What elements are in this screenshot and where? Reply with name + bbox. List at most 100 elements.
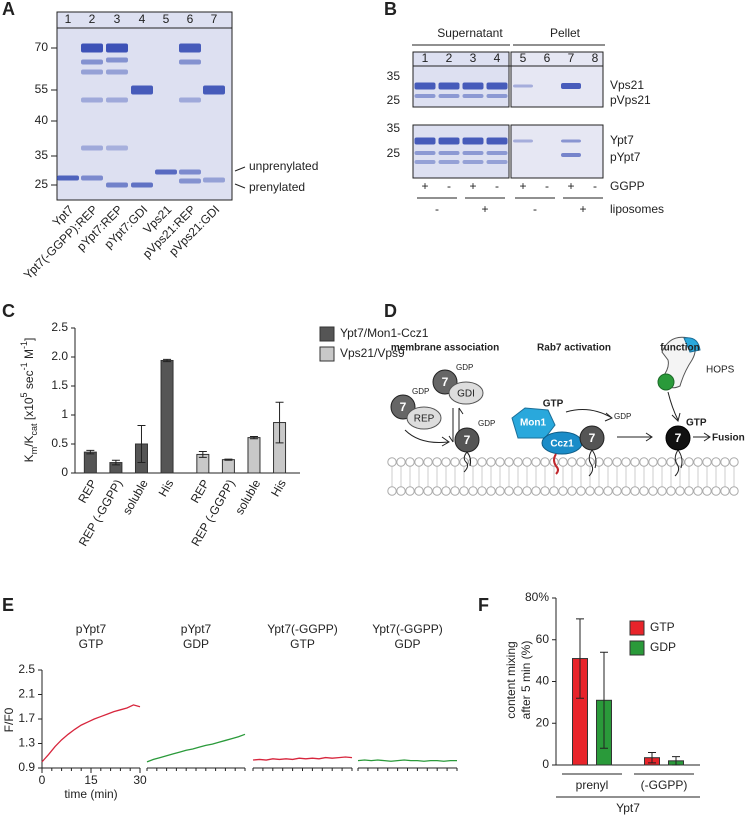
lipid-head (693, 486, 703, 496)
marker-label: 35 (387, 69, 401, 83)
lipid-head (630, 457, 640, 467)
gel-band (438, 94, 460, 98)
gel-band (57, 175, 79, 181)
y-axis-label-part: K (22, 454, 36, 462)
y-tick-label: 1 (61, 407, 68, 421)
y-axis-label: content mixing (504, 641, 518, 718)
arrow (565, 409, 613, 422)
ggpp-sign: + (519, 179, 526, 193)
y-axis-label-part: /K (22, 435, 36, 446)
ggpp-sign: - (495, 179, 499, 193)
lipid-head (405, 457, 415, 467)
y-axis-label-part: m (29, 447, 39, 455)
lane-number: 2 (446, 51, 453, 65)
liposome-sign: + (481, 202, 488, 216)
lipid-head (594, 486, 604, 496)
x-tick-label: REP (75, 477, 99, 505)
lane-number: 7 (211, 12, 218, 26)
error-bar (275, 401, 284, 444)
y-axis-label-part: M (22, 349, 36, 362)
legend-label: Ypt7/Mon1-Ccz1 (340, 326, 429, 340)
error-bar (249, 435, 258, 440)
lipid-head (522, 457, 532, 467)
marker-label: 70 (35, 40, 49, 54)
error-bar (648, 751, 656, 764)
gel-band (462, 82, 484, 90)
gel-band (131, 182, 153, 188)
gel-band (414, 151, 436, 155)
lipid-head (594, 457, 604, 467)
liposome-label: liposomes (610, 202, 664, 216)
legend-swatch (319, 326, 335, 342)
chart-subtitle: GDP (394, 637, 420, 651)
gel (412, 124, 510, 179)
lipid-head (423, 457, 433, 467)
lipid-head (405, 486, 415, 496)
lipid-head (657, 486, 667, 496)
marker-label: 25 (35, 177, 49, 191)
y-tick-label: 80% (525, 590, 549, 604)
ggpp-sign: + (469, 179, 476, 193)
y-axis-label: after 5 min (%) (519, 641, 533, 720)
lane-number: 1 (65, 12, 72, 26)
y-tick-label: 2.0 (51, 349, 68, 363)
gel-band (81, 43, 103, 53)
ggpp-sign: - (545, 179, 549, 193)
band-label: Ypt7 (610, 133, 634, 147)
gdp-label: GDP (412, 387, 429, 396)
gel-band (561, 153, 581, 157)
gel-band (414, 82, 436, 90)
gel-band (486, 160, 508, 164)
gel-band (438, 160, 460, 164)
lipid-head (441, 457, 451, 467)
x-tick-label: prenyl (576, 778, 609, 792)
liposome-sign: - (435, 202, 439, 216)
x-tick-label: 15 (84, 773, 98, 787)
ggpp-sign: - (593, 179, 597, 193)
legend-swatch (629, 640, 645, 656)
legend-label: GDP (650, 640, 676, 654)
y-tick-label: 0.5 (51, 436, 68, 450)
gel-band (203, 177, 225, 183)
y-axis-label-part: cat (29, 423, 39, 436)
chart-subtitle: GDP (183, 637, 209, 651)
y-tick-label: 0 (542, 757, 549, 771)
lipid-head (621, 486, 631, 496)
lipid-head (504, 486, 514, 496)
group-label: Pellet (550, 26, 581, 40)
gel-band (106, 43, 128, 53)
line (41, 704, 141, 763)
lipid-head (486, 457, 496, 467)
lipid-head (432, 486, 442, 496)
lane-number: 5 (520, 51, 527, 65)
ggpp-sign: - (447, 179, 451, 193)
rab-label: 7 (442, 375, 449, 389)
gel-band (438, 82, 460, 90)
gel-band (106, 145, 128, 151)
gel-band (414, 94, 436, 98)
gel-band (414, 160, 436, 164)
line (357, 759, 457, 762)
arrow (667, 391, 681, 422)
rab-gtp (665, 425, 691, 451)
gel-band (179, 43, 201, 53)
gel-band (513, 139, 533, 143)
lipid-head (702, 457, 712, 467)
stage-label: Rab7 activation (537, 343, 611, 354)
line (146, 733, 246, 763)
legend-swatch (319, 346, 335, 362)
rab-label: 7 (589, 431, 596, 445)
chart-title: pYpt7 (76, 622, 107, 636)
x-axis-label: time (min) (64, 787, 117, 801)
y-tick-label: 1.5 (51, 378, 68, 392)
band-label: prenylated (249, 180, 305, 194)
x-tick-label: His (156, 477, 177, 499)
lipid-head (477, 486, 487, 496)
lipid-head (486, 486, 496, 496)
lipid-head (603, 486, 613, 496)
lipid-head (531, 457, 541, 467)
lipid-head (675, 486, 685, 496)
error-bar (600, 651, 608, 749)
gel-band (179, 178, 201, 184)
marker-label: 25 (387, 146, 401, 160)
